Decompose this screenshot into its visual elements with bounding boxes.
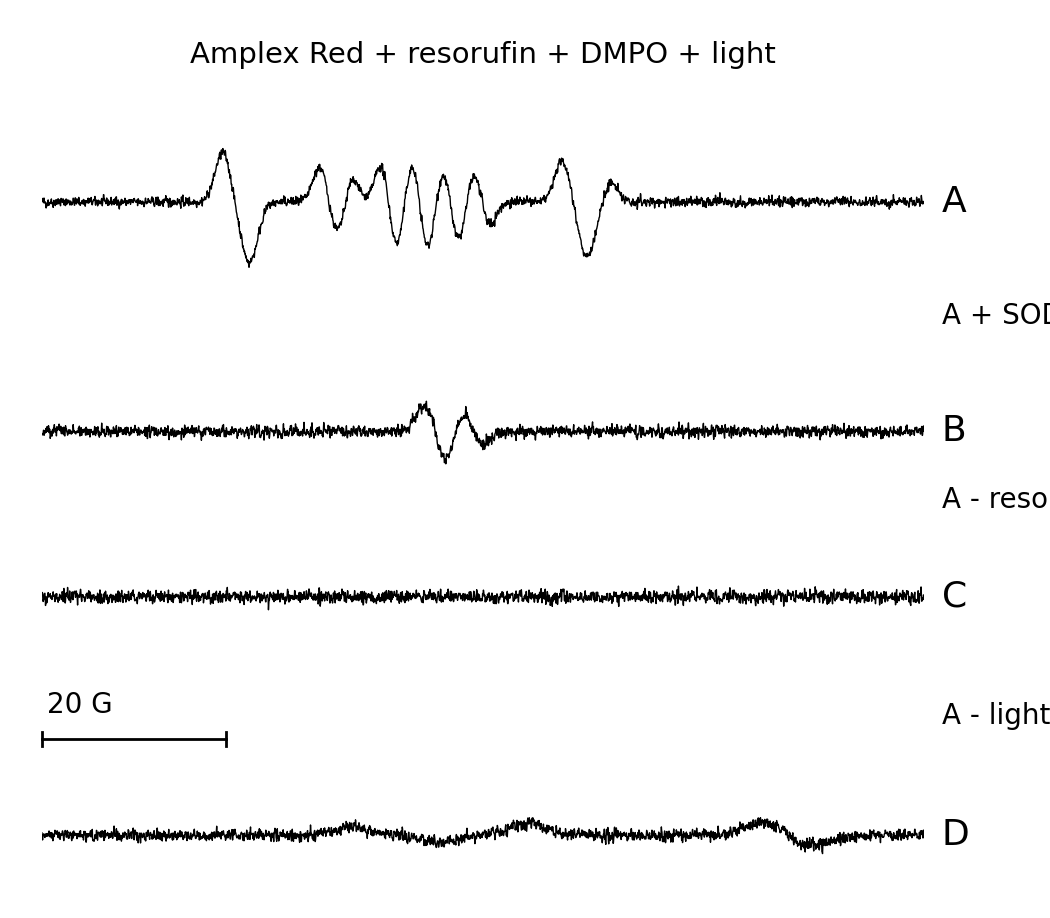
Text: C: C xyxy=(942,579,967,614)
Text: D: D xyxy=(942,818,969,853)
Text: 20 G: 20 G xyxy=(47,690,113,719)
Text: A - light: A - light xyxy=(942,702,1050,730)
Text: A: A xyxy=(942,185,966,219)
Text: Amplex Red + resorufin + DMPO + light: Amplex Red + resorufin + DMPO + light xyxy=(190,41,776,70)
Text: B: B xyxy=(942,414,966,449)
Text: A - resorufin: A - resorufin xyxy=(942,487,1050,514)
Text: A + SOD: A + SOD xyxy=(942,302,1050,330)
